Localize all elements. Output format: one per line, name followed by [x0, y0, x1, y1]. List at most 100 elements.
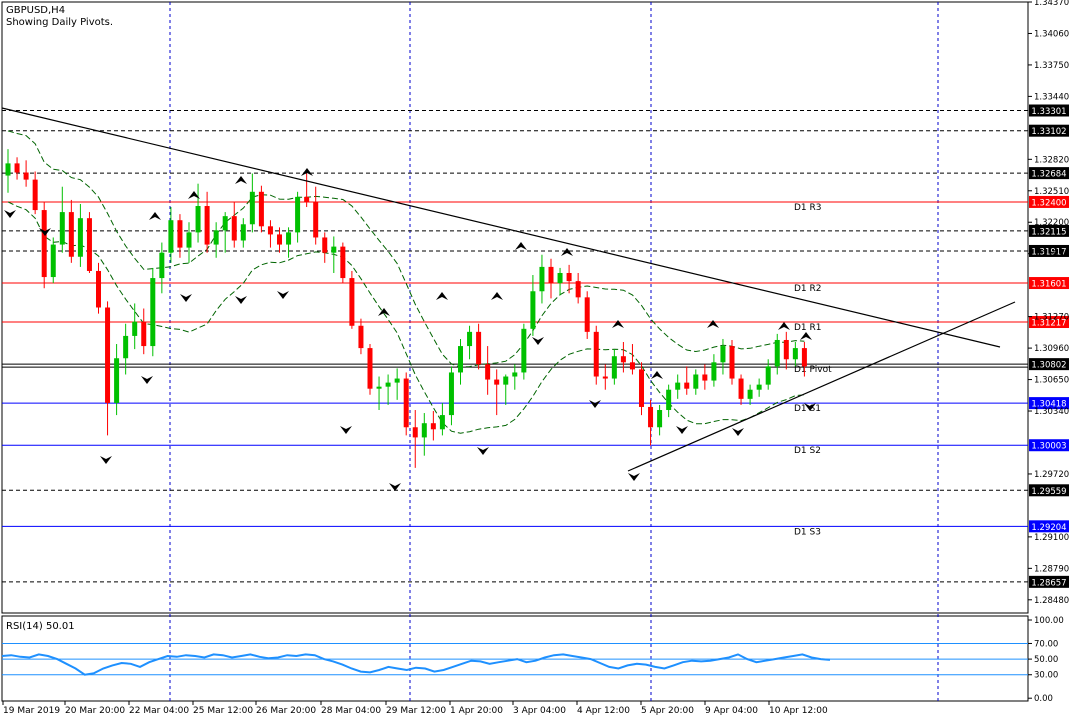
candle-body: [14, 163, 20, 173]
candle-body: [349, 278, 355, 326]
fractal-down-arrow: [141, 376, 153, 384]
candle-body: [467, 331, 473, 347]
rsi-tick-label: 30.00: [1034, 671, 1058, 681]
fractal-down-arrow: [532, 337, 544, 345]
x-tick-label: 29 Mar 12:00: [386, 706, 446, 716]
candle-body: [657, 410, 663, 428]
candle-body: [602, 376, 608, 379]
y-tick-label: 1.30650: [1034, 376, 1069, 386]
candle-body: [331, 246, 337, 253]
candle-body: [756, 384, 762, 390]
price-badge-bg: [1029, 575, 1069, 588]
candle-body: [277, 234, 282, 245]
candle-body: [195, 206, 201, 233]
candle-body: [539, 266, 545, 292]
price-badge-label: 1.32684: [1031, 170, 1066, 180]
fractal-up-arrow: [301, 168, 313, 176]
x-tick-label: 4 Apr 12:00: [577, 706, 630, 716]
fractal-up-arrow: [149, 212, 161, 220]
candle-body: [783, 339, 789, 360]
candle-body: [684, 382, 690, 389]
candle-body: [394, 378, 400, 383]
fractal-up-arrow: [612, 320, 624, 328]
fractal-down-arrow: [732, 428, 744, 436]
rsi-tick-label: 50.00: [1034, 655, 1058, 665]
main-panel-frame: [1, 1, 1029, 614]
candle-body: [313, 201, 319, 238]
candle-body: [412, 427, 418, 438]
price-badge-label: 1.28657: [1031, 578, 1066, 588]
candle-body: [593, 331, 599, 377]
fractal-up-arrow: [800, 332, 812, 340]
y-tick-label: 1.28790: [1034, 564, 1069, 574]
pivot-label: D1 Pivot: [794, 365, 832, 375]
y-tick-label: 1.30340: [1034, 407, 1069, 417]
fractal-down-arrow: [389, 483, 401, 491]
pivot-label: D1 S1: [794, 404, 821, 414]
x-tick-label: 3 Apr 04:00: [513, 706, 566, 716]
x-tick-label: 25 Mar 12:00: [193, 706, 253, 716]
candle-body: [59, 212, 65, 245]
candle-body: [639, 369, 644, 407]
fractal-down-arrow: [277, 291, 289, 299]
candle-body: [620, 356, 626, 363]
candle-body: [367, 348, 373, 389]
price-badge-bg: [1029, 244, 1069, 257]
price-badge-label: 1.30418: [1031, 400, 1066, 410]
candle-body: [186, 232, 192, 248]
candle-body: [23, 172, 29, 180]
pivot-label: D1 R1: [794, 323, 822, 333]
price-badge-label: 1.29559: [1031, 487, 1066, 497]
descending-trendline: [1, 107, 1001, 348]
fractal-down-arrow: [676, 426, 688, 434]
fractal-down-arrow: [628, 473, 640, 481]
fractal-down-arrow: [477, 447, 489, 455]
pivot-label: D1 R3: [794, 203, 822, 213]
candle-body: [240, 224, 246, 241]
rsi-tick-label: 70.00: [1034, 639, 1058, 649]
x-tick-label: 9 Apr 04:00: [705, 706, 758, 716]
fractal-down-arrow: [589, 400, 601, 408]
y-tick-label: 1.32820: [1034, 155, 1069, 165]
rsi-tick-label: 0.00: [1034, 694, 1053, 704]
x-tick-label: 5 Apr 20:00: [641, 706, 694, 716]
candle-body: [693, 374, 699, 389]
pivot-label: D1 S3: [794, 527, 821, 537]
ascending-trendline: [627, 301, 1016, 472]
candle-body: [738, 378, 744, 399]
y-tick-label: 1.30960: [1034, 344, 1069, 354]
upper-envelope: [7, 130, 805, 368]
symbol-label: GBPUSD,H4: [6, 5, 65, 16]
fractal-down-arrow: [100, 456, 112, 464]
candle-body: [96, 270, 101, 308]
lower-envelope: [7, 201, 805, 434]
candle-body: [584, 297, 590, 332]
candle-body: [611, 356, 617, 379]
candle-body: [159, 252, 165, 279]
y-tick-label: 1.29100: [1034, 533, 1069, 543]
candle-body: [530, 291, 536, 329]
price-badge-label: 1.29204: [1031, 523, 1066, 533]
fractal-up-arrow: [778, 322, 790, 330]
price-badge-bg: [1029, 104, 1069, 117]
candle-body: [747, 389, 753, 399]
y-tick-label: 1.32200: [1034, 218, 1069, 228]
fractal-up-arrow: [515, 242, 527, 250]
fractal-up-arrow: [707, 320, 719, 328]
candle-body: [566, 272, 572, 282]
price-badge-bg: [1029, 124, 1069, 137]
candle-body: [114, 358, 120, 403]
y-tick-label: 1.28480: [1034, 596, 1069, 606]
candle-body: [792, 348, 798, 360]
candle-body: [385, 382, 391, 387]
fractal-up-arrow: [188, 191, 200, 199]
rsi-label: RSI(14) 50.01: [6, 621, 75, 632]
y-tick-label: 1.34060: [1034, 29, 1069, 39]
fractal-up-arrow: [436, 292, 448, 300]
candle-body: [403, 378, 409, 428]
fractal-up-arrow: [491, 292, 503, 300]
candle-body: [249, 191, 255, 225]
candle-body: [521, 328, 527, 373]
